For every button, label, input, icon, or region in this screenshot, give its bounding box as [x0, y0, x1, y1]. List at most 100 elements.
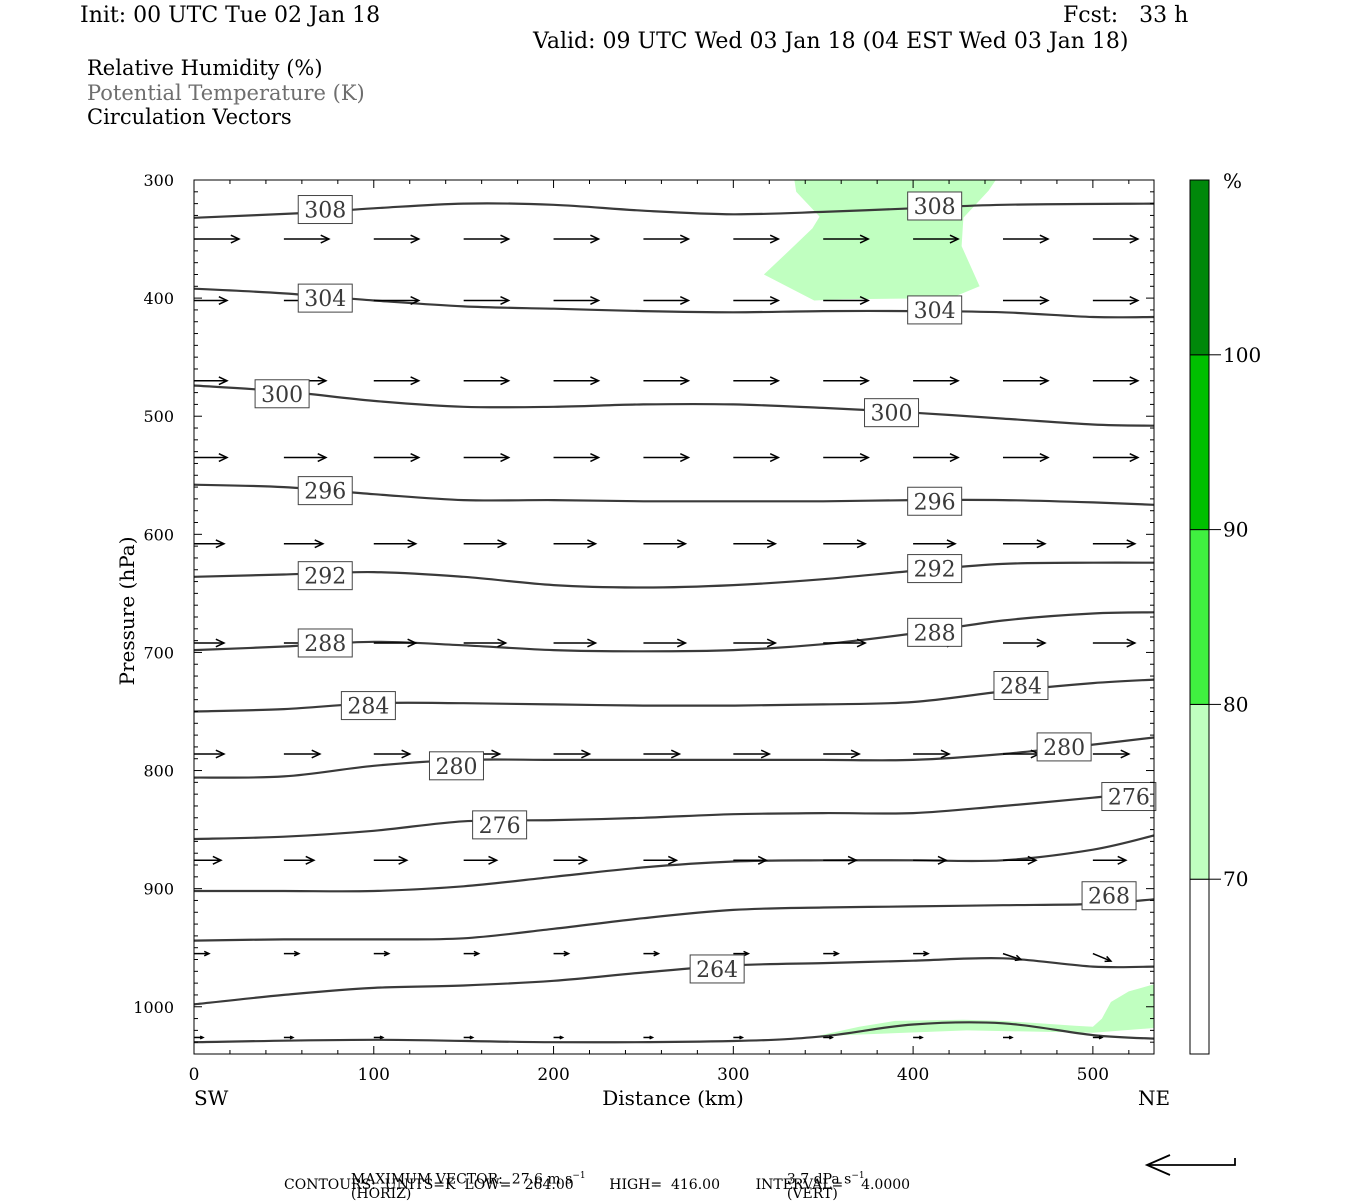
- vector-786-0: [194, 749, 226, 759]
- vector-786-200: [553, 749, 592, 759]
- colorbar-label-90: 90: [1223, 518, 1248, 542]
- isentrope-296: [194, 483, 1154, 506]
- contour-label-box: [297, 283, 353, 313]
- vector-head: [859, 295, 870, 305]
- vector-head: [766, 638, 778, 648]
- vector-955-0: [194, 950, 211, 957]
- vert-label: (VERT): [786, 1185, 838, 1202]
- contour-label-text: 300: [871, 402, 913, 427]
- vector-876-50: [283, 855, 316, 865]
- y-tick-label: 600: [143, 525, 174, 544]
- vector-head: [829, 1035, 834, 1040]
- vector-1026-50: [283, 1035, 295, 1040]
- vector-head: [1098, 1035, 1104, 1040]
- vector-470-500: [1092, 376, 1140, 386]
- vector-head: [218, 295, 229, 305]
- rh-region-1: [816, 984, 1154, 1037]
- vector-head: [676, 539, 688, 549]
- vector-470-200: [553, 376, 601, 386]
- vector-head: [679, 295, 691, 305]
- vector-608-0: [194, 539, 226, 549]
- vector-head: [949, 376, 960, 386]
- isentrope-layer: [194, 202, 1154, 1044]
- vector-608-350: [823, 539, 867, 549]
- vector-608-400: [913, 539, 957, 549]
- contour-label-box: [297, 628, 353, 658]
- contour-label-276-1: 276: [1101, 782, 1157, 812]
- vector-head: [563, 950, 571, 957]
- contour-label-264-0: 264: [689, 954, 745, 984]
- vector-head: [581, 749, 592, 759]
- vector-350-250: [643, 234, 691, 244]
- vector-head: [491, 749, 502, 759]
- vector-402-350: [823, 295, 870, 305]
- vector-head: [469, 1035, 475, 1040]
- vector-head: [590, 234, 601, 244]
- vector-head: [833, 950, 840, 957]
- vector-608-100: [373, 539, 418, 549]
- vector-head: [410, 295, 421, 305]
- vector-535-100: [373, 453, 421, 463]
- contour-label-text: 264: [696, 958, 738, 983]
- vector-head: [769, 453, 781, 463]
- x-tick-label: 100: [358, 1065, 390, 1085]
- vector-head: [401, 749, 412, 759]
- vector-head: [859, 376, 870, 386]
- vector-head: [1117, 855, 1128, 865]
- contour-label-308-0: 308: [297, 195, 353, 225]
- vector-402-0: [194, 295, 229, 305]
- contour-label-304-0: 304: [297, 283, 353, 313]
- colorbar-label-100: 100: [1223, 343, 1261, 367]
- contour-label-box: [993, 671, 1049, 701]
- vector-head: [940, 749, 951, 759]
- vector-608-200: [553, 539, 598, 549]
- vector-head: [410, 376, 421, 386]
- vector-head: [760, 749, 772, 759]
- contour-label-box: [907, 486, 963, 516]
- vector-535-400: [913, 453, 960, 463]
- vector-head: [212, 855, 223, 865]
- contour-label-text: 276: [1108, 786, 1150, 811]
- vector-head: [590, 453, 601, 463]
- vector-head: [199, 1035, 205, 1040]
- vector-535-0: [194, 453, 229, 463]
- vector-head: [937, 855, 948, 865]
- isentrope-264: [194, 956, 1154, 1006]
- vector-head: [218, 453, 229, 463]
- contour-label-box: [297, 561, 353, 591]
- vector-535-350: [823, 453, 870, 463]
- init-time: Init: 00 UTC Tue 02 Jan 18: [80, 3, 381, 28]
- vector-608-50: [283, 539, 325, 549]
- contour-label-box: [907, 295, 963, 325]
- x-axis-label: Distance (km): [602, 1086, 744, 1110]
- vector-head: [766, 539, 778, 549]
- isentrope-300: [194, 384, 1154, 427]
- contour-label-text: 300: [261, 383, 303, 408]
- vector-layer: [194, 234, 1140, 1040]
- contour-label-text: 304: [914, 299, 956, 324]
- vector-head: [578, 855, 589, 865]
- vector-head: [856, 638, 867, 648]
- vector-535-150: [463, 453, 511, 463]
- vector-402-500: [1092, 295, 1140, 305]
- vector-head: [215, 539, 226, 549]
- vector-692-200: [553, 638, 598, 648]
- vector-head: [215, 749, 226, 759]
- contour-label-box: [1081, 881, 1137, 911]
- vector-head: [500, 234, 511, 244]
- colorbar-segment-2: [1189, 529, 1210, 705]
- vector-head: [590, 376, 601, 386]
- vector-head: [1126, 638, 1137, 648]
- vector-head: [407, 638, 418, 648]
- vector-608-150: [463, 539, 508, 549]
- contour-label-268-0: 268: [1081, 881, 1137, 911]
- vector-350-0: [194, 234, 241, 244]
- vector-head: [289, 1035, 295, 1040]
- vector-head: [1126, 539, 1137, 549]
- vector-350-50: [283, 234, 331, 244]
- vector-head: [215, 638, 226, 648]
- vector-head: [679, 453, 691, 463]
- vector-head: [676, 638, 688, 648]
- vector-head: [398, 855, 409, 865]
- isentrope-272: [194, 834, 1154, 893]
